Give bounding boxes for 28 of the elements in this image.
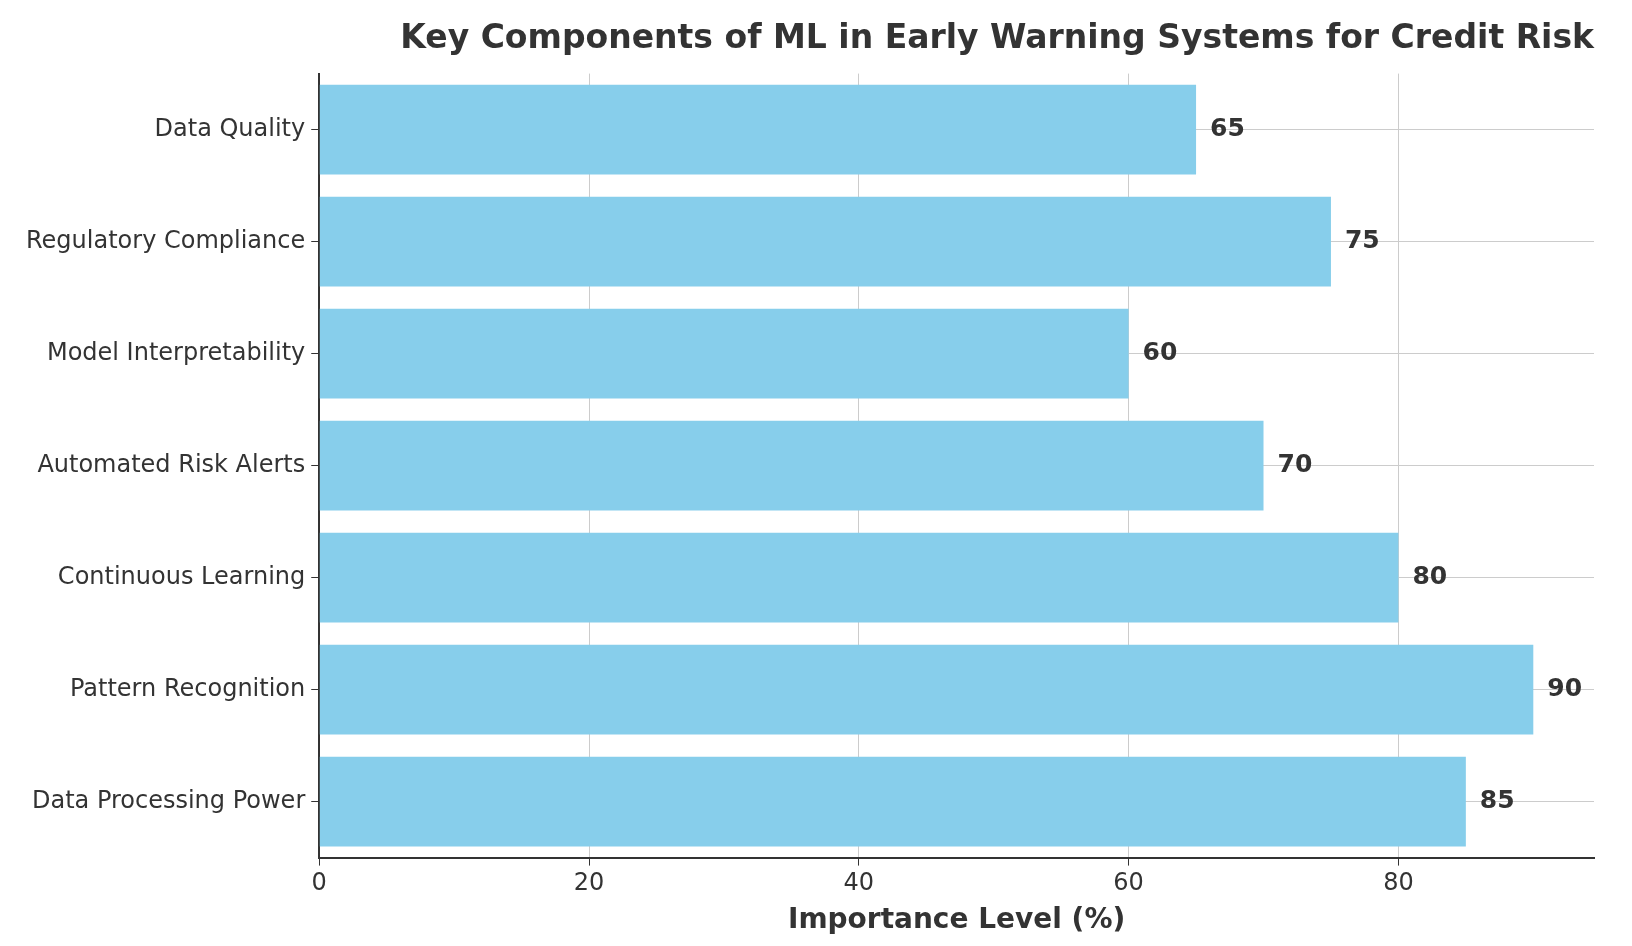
x-axis-title: Importance Level (%) bbox=[787, 902, 1126, 936]
data-label: 85 bbox=[1479, 785, 1515, 815]
bar bbox=[319, 308, 1129, 399]
chart-title: Key Components of ML in Early Warning Systems for Credit Risk bbox=[400, 17, 1596, 57]
y-tick-label: Model Interpretability bbox=[46, 337, 306, 366]
y-tick-label: Pattern Recognition bbox=[69, 673, 306, 702]
x-tick-label: 40 bbox=[843, 868, 875, 897]
bar bbox=[319, 196, 1331, 287]
data-label: 90 bbox=[1547, 673, 1583, 703]
bar bbox=[319, 420, 1264, 511]
bar bbox=[319, 532, 1399, 623]
data-label: 70 bbox=[1277, 449, 1313, 479]
y-tick-label: Data Processing Power bbox=[31, 785, 306, 814]
y-tick-label: Automated Risk Alerts bbox=[37, 449, 306, 478]
y-tick-label: Data Quality bbox=[154, 113, 306, 142]
bar bbox=[319, 644, 1534, 735]
data-label: 80 bbox=[1412, 561, 1448, 591]
data-label: 60 bbox=[1142, 337, 1178, 367]
bar bbox=[319, 756, 1466, 847]
data-label: 65 bbox=[1210, 113, 1245, 143]
x-tick-label: 80 bbox=[1383, 868, 1414, 897]
y-tick-label: Regulatory Compliance bbox=[26, 225, 306, 254]
bar bbox=[319, 84, 1197, 175]
x-tick-label: 20 bbox=[573, 868, 605, 897]
x-tick-label: 60 bbox=[1113, 868, 1144, 897]
data-label: 75 bbox=[1344, 225, 1380, 255]
y-tick-label: Continuous Learning bbox=[57, 561, 306, 590]
x-tick-label: 0 bbox=[311, 868, 327, 897]
